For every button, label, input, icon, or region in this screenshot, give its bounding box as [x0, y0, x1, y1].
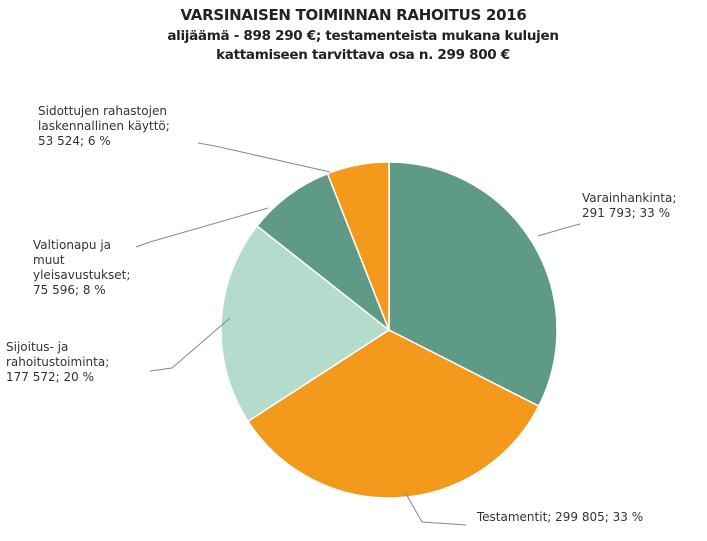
slice-label: Sidottujen rahastojen laskennallinen käy…: [38, 104, 203, 149]
pie: [220, 161, 558, 499]
slice-label: Varainhankinta; 291 793; 33 %: [582, 191, 702, 221]
leader-line: [537, 223, 581, 237]
value-label: 299 805; 33 %: [555, 510, 644, 524]
slice-label: Valtionapu ja muut yleisavustukset; 75 59…: [33, 238, 141, 298]
pie-slice: [326, 161, 390, 331]
category-label: Valtionapu ja muut yleisavustukset;: [33, 238, 131, 282]
slice-label: Sijoitus- ja rahoitustoiminta; 177 572; 2…: [6, 340, 151, 385]
leader-line: [135, 207, 269, 248]
leader-line: [404, 491, 467, 526]
value-label: 75 596; 8 %: [33, 283, 106, 297]
category-label: Varainhankinta;: [582, 191, 677, 205]
value-label: 53 524; 6 %: [38, 134, 111, 148]
category-label: Sijoitus- ja rahoitustoiminta;: [6, 340, 110, 369]
pie-slice: [256, 172, 391, 333]
chart-title: VARSINAISEN TOIMINNAN RAHOITUS 2016: [180, 6, 527, 24]
leader-lines: [135, 142, 581, 526]
leader-line: [197, 142, 331, 173]
chart-subtitle: alijäämä - 898 290 €; testamenteista muk…: [167, 28, 559, 63]
category-label: Testamentit;: [476, 510, 552, 524]
pie-slice: [220, 224, 391, 423]
value-label: 177 572; 20 %: [6, 370, 94, 384]
leader-line: [149, 317, 231, 372]
pie-slice: [246, 329, 540, 499]
category-label: Sidottujen rahastojen laskennallinen käy…: [38, 104, 170, 133]
slice-label: Testamentit; 299 805; 33 %: [470, 510, 650, 525]
value-label: 291 793; 33 %: [582, 206, 670, 220]
pie-slice: [388, 161, 558, 408]
